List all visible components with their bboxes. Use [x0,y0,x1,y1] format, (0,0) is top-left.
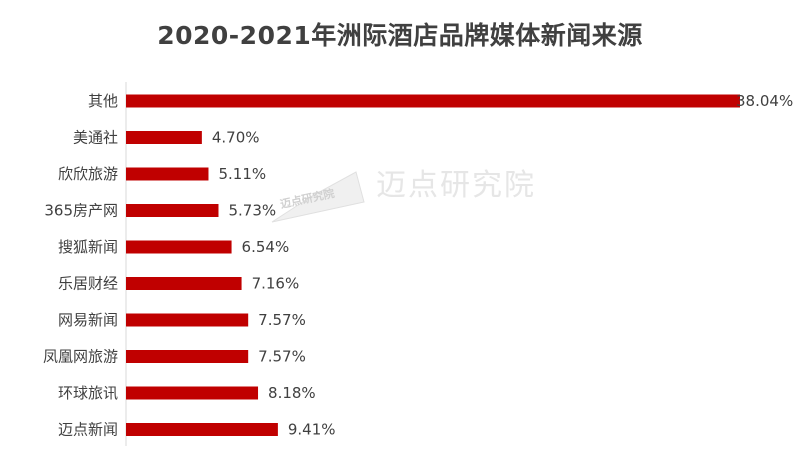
value-label: 7.16% [252,275,300,293]
category-label: 其他 [88,92,118,110]
bar [126,167,209,181]
value-label: 7.57% [258,348,306,366]
value-label: 9.41% [288,421,336,439]
value-label: 38.04% [736,92,793,110]
watermark-text: 迈点研究院 [376,168,536,203]
bar [126,350,249,363]
bar [126,313,249,327]
bar [126,423,278,436]
value-label: 4.70% [212,129,260,147]
bar [126,386,259,400]
value-label: 7.57% [258,311,306,329]
category-label: 环球旅讯 [58,384,118,402]
value-label: 5.73% [228,202,276,220]
category-label: 乐居财经 [58,275,118,293]
category-label: 凤凰网旅游 [43,348,118,366]
category-label: 365房产网 [44,202,118,220]
watermark: 迈点研究院 迈点研究院 [268,152,568,232]
category-label: 搜狐新闻 [58,238,118,256]
watermark-logo-icon [271,171,365,223]
category-label: 欣欣旅游 [58,165,118,183]
bar [126,240,232,254]
value-label: 5.11% [218,165,266,183]
category-label: 美通社 [73,129,118,147]
category-label: 网易新闻 [58,311,118,329]
bar [126,131,202,144]
chart-title: 2020-2021年洲际酒店品牌媒体新闻来源 [157,21,643,50]
value-label: 8.18% [268,384,316,402]
bars-layer: 其他 38.04% 美通社 4.70% 欣欣旅游 5.11% 365房产网 5.73% 搜狐新闻… [43,92,793,439]
value-label: 6.54% [242,238,290,256]
bar [126,204,219,217]
category-label: 迈点新闻 [58,421,118,439]
bar [126,277,242,290]
bar [126,94,740,108]
